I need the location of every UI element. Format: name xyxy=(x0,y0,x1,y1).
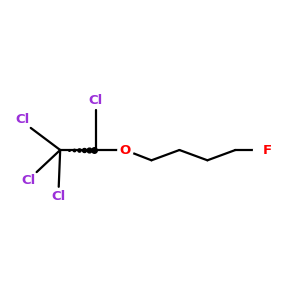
Text: Cl: Cl xyxy=(52,190,66,203)
Text: Cl: Cl xyxy=(21,174,35,187)
Text: F: F xyxy=(263,143,272,157)
Text: O: O xyxy=(119,143,130,157)
Text: Cl: Cl xyxy=(88,94,103,107)
Text: Cl: Cl xyxy=(15,113,29,126)
